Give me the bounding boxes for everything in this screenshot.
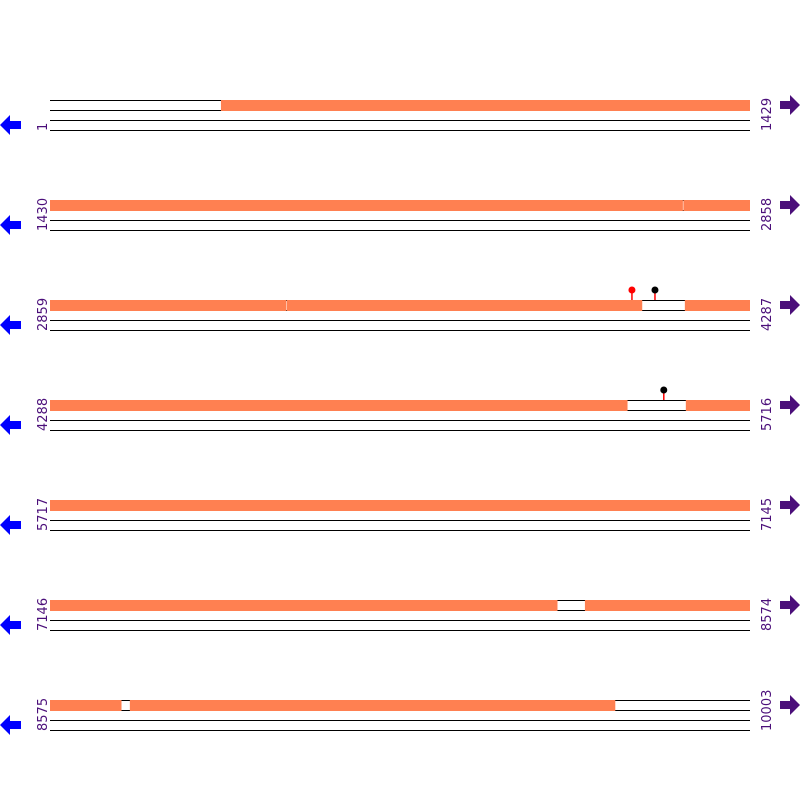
sequence-row: 7146 8574 [0,595,800,635]
right-arrow-icon[interactable] [780,695,800,715]
coverage-segment [50,500,750,511]
pin-marker [651,286,659,294]
row-start-label: 7146 [36,598,51,631]
row-end-label: 7145 [760,498,775,531]
coverage-segment [683,200,750,211]
coverage-segment [129,700,616,711]
row-end-label: 1429 [760,98,775,131]
coverage-segment [286,300,643,311]
left-arrow-icon[interactable] [0,615,21,635]
row-start-label: 1430 [36,198,51,231]
left-arrow-icon[interactable] [0,415,21,435]
coverage-segment [50,200,683,211]
right-arrow-icon[interactable] [780,295,800,315]
sequence-row: 2859 4287 [0,286,800,335]
row-end-label: 8574 [760,598,775,631]
row-end-label: 5716 [760,398,775,431]
pin-marker [660,386,668,394]
right-arrow-icon[interactable] [780,95,800,115]
left-arrow-icon[interactable] [0,715,21,735]
coverage-segment [50,600,558,611]
sequence-row: 5717 7145 [0,495,800,535]
row-start-label: 2859 [36,298,51,331]
coverage-segment [685,400,750,411]
sequence-row: 4288 5716 [0,386,800,435]
row-end-label: 2858 [760,198,775,231]
row-start-label: 8575 [36,698,51,731]
coverage-segment [684,300,750,311]
right-arrow-icon[interactable] [780,495,800,515]
right-arrow-icon[interactable] [780,195,800,215]
right-arrow-icon[interactable] [780,595,800,615]
coverage-segment [50,400,628,411]
sequence-row: 1430 2858 [0,195,800,235]
row-end-label: 4287 [760,298,775,331]
row-start-label: 4288 [36,398,51,431]
left-arrow-icon[interactable] [0,515,21,535]
sequence-row: 8575 10003 [0,690,800,735]
coverage-segment [220,100,750,111]
left-arrow-icon[interactable] [0,115,21,135]
row-start-label: 1 [36,123,51,131]
sequence-row: 1 1429 [0,95,800,135]
left-arrow-icon[interactable] [0,215,21,235]
row-start-label: 5717 [36,498,51,531]
coverage-segment [584,600,750,611]
left-arrow-icon[interactable] [0,315,21,335]
right-arrow-icon[interactable] [780,395,800,415]
row-end-label: 10003 [760,690,775,731]
coverage-segment [50,700,122,711]
pin-marker [628,286,636,294]
coverage-segment [50,300,287,311]
